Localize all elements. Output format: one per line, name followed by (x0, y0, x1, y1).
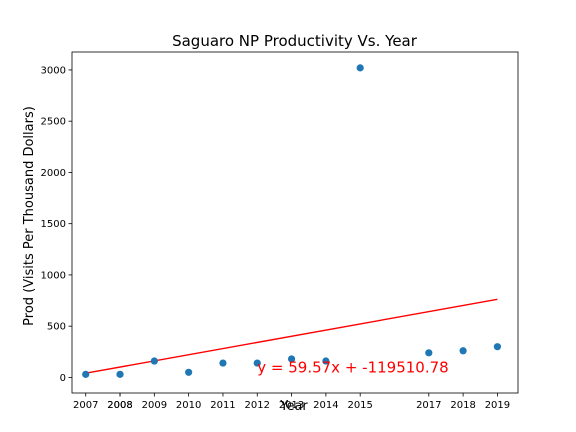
data-point-0-10 (459, 347, 467, 355)
x-tick-label: 2007 (73, 400, 98, 411)
data-point-0-0 (82, 370, 90, 378)
y-tick-label: 3000 (41, 65, 66, 76)
x-tick-label: 2019 (485, 400, 510, 411)
data-point-0-7 (322, 357, 330, 365)
y-axis-label: Prod (Visits Per Thousand Dollars) (22, 106, 37, 326)
x-tick-label: 2017 (416, 400, 441, 411)
x-tick-label: 2018 (450, 400, 475, 411)
data-point-0-3 (185, 368, 193, 376)
x-tick-label: 2008 (107, 400, 132, 411)
x-tick-label: 2010 (176, 400, 201, 411)
x-tick-label: 2009 (142, 400, 167, 411)
y-tick-label: 0 (60, 373, 66, 384)
x-tick-label: 2014 (313, 400, 338, 411)
data-point-0-6 (287, 355, 296, 363)
data-point-0-1 (116, 370, 124, 378)
regression-equation: y = 59.57x + -119510.78 (257, 358, 448, 376)
x-tick-label: 2011 (210, 400, 235, 411)
y-tick-label: 1000 (41, 270, 66, 281)
plot-frame (71, 51, 519, 394)
y-tick-label: 2500 (41, 117, 66, 128)
points-layer (82, 64, 502, 378)
x-tick-label: 2015 (347, 400, 372, 411)
data-point-0-11 (493, 343, 502, 351)
chart-title: Saguaro NP Productivity Vs. Year (172, 32, 418, 50)
y-tick-label: 1500 (41, 219, 66, 230)
x-tick-label: 2013 (279, 400, 304, 411)
data-point-0-9 (425, 349, 433, 357)
x-tick-label: 2008 (107, 400, 132, 411)
x-axis-label: Year (279, 399, 308, 414)
y-tick-label: 2000 (41, 168, 66, 179)
data-point-0-8 (356, 64, 364, 72)
data-point-0-5 (253, 359, 261, 367)
data-point-0-4 (219, 359, 227, 367)
x-tick-label: 2012 (245, 400, 270, 411)
data-point-0-2 (150, 357, 158, 365)
y-tick-label: 500 (47, 322, 66, 333)
